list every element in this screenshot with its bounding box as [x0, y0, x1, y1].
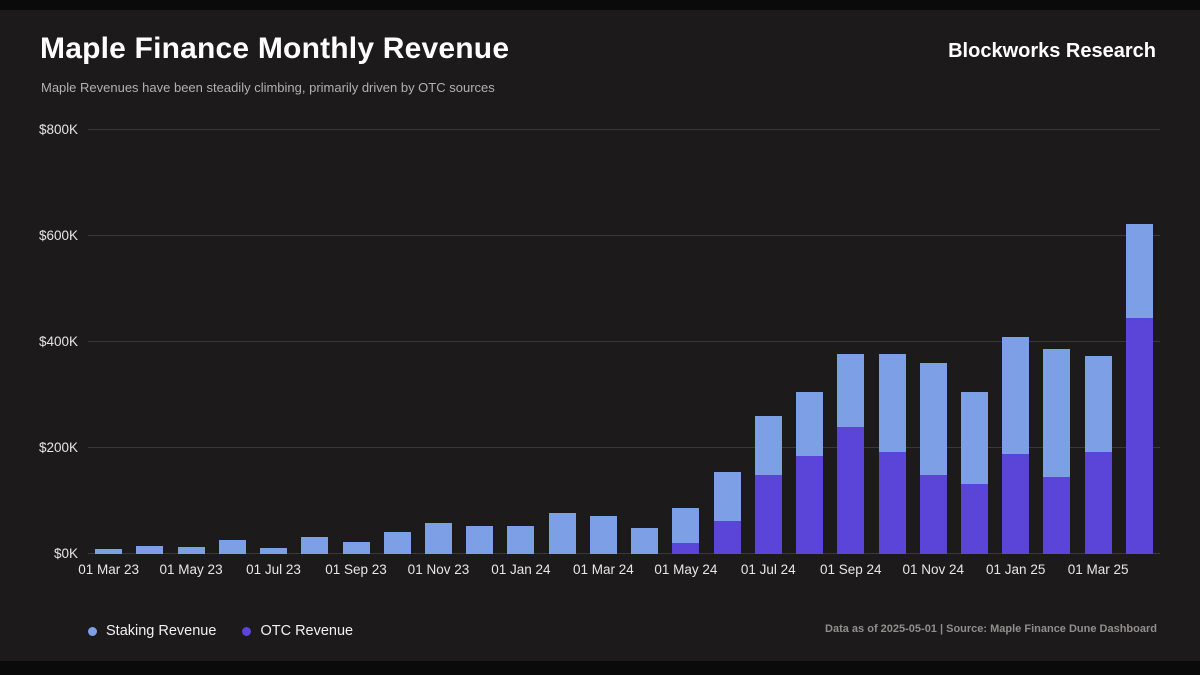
bar-dec-24-otc [961, 483, 988, 554]
legend-item-staking: Staking Revenue [88, 623, 216, 639]
bar-mar-25-staking [1085, 356, 1112, 453]
otc-legend-dot-icon [242, 626, 252, 636]
x-tick-label: 01 Jul 24 [740, 562, 796, 577]
bar-mar-23-staking [95, 548, 122, 554]
brand-logo-text: Blockworks Research [948, 40, 1156, 62]
y-tick-label: $400K [38, 334, 78, 349]
gridline [88, 341, 1160, 342]
y-tick-label: $0K [53, 546, 78, 561]
legend-label: OTC Revenue [260, 623, 354, 639]
x-axis: 01 Mar 23 01 May 23 01 Jul 23 01 Sep 23 01 N… [78, 562, 1160, 582]
bar-sep-24-otc [837, 426, 864, 554]
y-tick-label: $200K [38, 440, 78, 455]
x-tick-label: 01 Jul 23 [246, 562, 301, 577]
bar-jan-25-otc [1002, 454, 1029, 554]
x-tick-label: 01 May 24 [654, 562, 718, 577]
bar-jan-25-staking [1002, 337, 1029, 455]
legend-label: Staking Revenue [106, 623, 217, 639]
y-tick-label: $800K [38, 122, 78, 137]
bar-jul-23-staking [260, 547, 287, 554]
bar-jun-23-staking [219, 540, 246, 554]
bar-nov-24-otc [920, 474, 947, 554]
bar-dec-24-staking [961, 391, 988, 484]
bar-aug-24-staking [796, 391, 823, 456]
gridline [88, 553, 1160, 554]
bar-jan-24-staking [507, 525, 534, 554]
bar-apr-24-staking [631, 527, 658, 554]
gridline [88, 447, 1160, 448]
x-tick-label: 01 Mar 25 [1067, 562, 1129, 577]
y-axis: $0K $200K $400K $600K $800K [0, 122, 78, 561]
x-tick-label: 01 May 23 [159, 562, 223, 577]
bar-may-23-staking [178, 547, 205, 554]
x-tick-label: 01 Nov 23 [407, 562, 470, 577]
bar-dec-23-staking [466, 526, 493, 554]
bar-nov-23-staking [425, 523, 452, 554]
x-tick-label: 01 Mar 24 [572, 562, 634, 577]
gridline [88, 235, 1160, 236]
staking-legend-dot-icon [88, 626, 97, 636]
bar-aug-23-staking [301, 537, 328, 554]
bar-feb-25-staking [1043, 348, 1070, 478]
x-tick-label: 01 Jan 24 [491, 562, 551, 577]
legend-item-otc: OTC Revenue [242, 623, 353, 639]
bar-jul-24-staking [755, 416, 782, 475]
bar-sep-24-staking [837, 354, 864, 427]
bar-oct-24-otc [879, 452, 906, 554]
top-letterbox [0, 0, 1200, 10]
x-tick-label: 01 Jan 25 [986, 562, 1046, 577]
page-title: Maple Finance Monthly Revenue [40, 32, 510, 65]
x-tick-label: 01 Sep 24 [819, 562, 882, 577]
bar-feb-24-staking [549, 512, 576, 554]
y-tick-label: $600K [38, 228, 78, 243]
bar-apr-25-staking [1126, 224, 1153, 319]
source-note: Data as of 2025-05-01 | Source: Maple Fi… [825, 623, 1157, 635]
bar-jul-24-otc [755, 474, 782, 554]
bar-oct-24-staking [879, 354, 906, 453]
bar-jun-24-staking [714, 471, 741, 522]
chart-subtitle: Maple Revenues have been steadily climbi… [41, 80, 495, 95]
bar-oct-23-staking [384, 531, 411, 554]
plot-area [88, 129, 1160, 554]
bar-nov-24-staking [920, 363, 947, 475]
bar-may-24-otc [672, 543, 699, 554]
x-tick-label: 01 Sep 23 [325, 562, 387, 577]
bar-sep-23-staking [343, 542, 370, 554]
bar-mar-25-otc [1085, 452, 1112, 554]
x-tick-label: 01 Mar 23 [78, 562, 140, 577]
x-tick-label: 01 Nov 24 [902, 562, 964, 577]
bar-mar-24-staking [590, 515, 617, 554]
bar-jun-24-otc [714, 521, 741, 554]
gridline [88, 129, 1160, 130]
bar-may-24-staking [672, 507, 699, 544]
bar-apr-25-otc [1126, 318, 1153, 554]
bar-aug-24-otc [796, 455, 823, 554]
chart-legend: Staking Revenue OTC Revenue [88, 623, 353, 639]
bar-feb-25-otc [1043, 477, 1070, 554]
bar-apr-23-staking [136, 546, 163, 554]
bottom-letterbox [0, 661, 1200, 675]
